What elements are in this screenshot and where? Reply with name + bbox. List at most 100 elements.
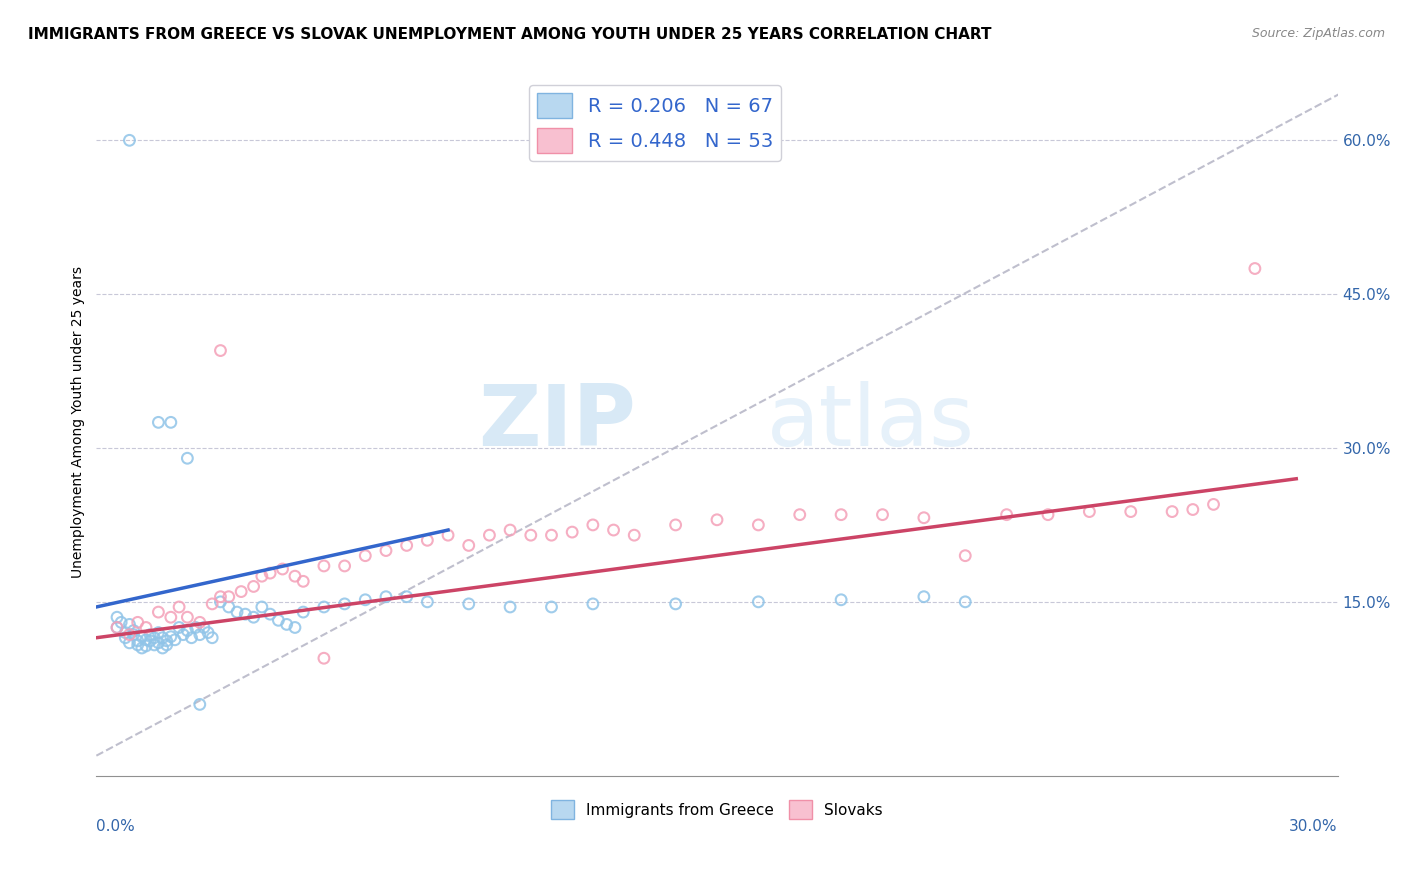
Point (118, 627, 141, 641)
Point (118, 617, 141, 632)
Point (105, 620, 128, 634)
Point (197, 625, 219, 640)
Point (188, 615, 211, 630)
Point (218, 599, 240, 614)
Point (312, 599, 335, 614)
Point (135, 639, 157, 653)
Point (830, 508, 852, 522)
Point (259, 566, 281, 581)
Point (602, 523, 624, 537)
Point (188, 627, 211, 641)
Point (176, 451, 198, 466)
Point (114, 625, 136, 640)
Point (201, 597, 224, 611)
Point (193, 620, 215, 634)
Point (148, 636, 170, 650)
Point (118, 133, 141, 147)
Point (1119, 505, 1142, 519)
Point (131, 630, 153, 644)
Point (333, 558, 356, 573)
Text: 0.0%: 0.0% (97, 819, 135, 834)
Point (209, 595, 232, 609)
Point (127, 633, 149, 648)
Point (139, 633, 162, 648)
Point (250, 599, 273, 614)
Point (375, 590, 398, 604)
Point (582, 517, 605, 532)
Point (665, 517, 688, 532)
Point (167, 620, 190, 634)
Point (995, 508, 1018, 522)
Point (114, 631, 136, 645)
Point (499, 523, 522, 537)
Point (830, 592, 852, 607)
Point (457, 597, 479, 611)
Point (148, 415, 170, 429)
Point (912, 590, 935, 604)
Point (789, 508, 811, 522)
Point (176, 624, 198, 638)
Point (118, 636, 141, 650)
Point (156, 633, 179, 648)
Point (188, 698, 211, 712)
Point (163, 632, 186, 647)
Point (1036, 508, 1059, 522)
Point (139, 627, 162, 641)
Point (1202, 497, 1225, 511)
Text: ZIP: ZIP (478, 381, 637, 464)
Text: IMMIGRANTS FROM GREECE VS SLOVAK UNEMPLOYMENT AMONG YOUTH UNDER 25 YEARS CORRELA: IMMIGRANTS FROM GREECE VS SLOVAK UNEMPLO… (28, 27, 991, 42)
Point (284, 620, 307, 634)
Point (665, 597, 688, 611)
Point (395, 590, 418, 604)
Legend: R = 0.206   N = 67, R = 0.448   N = 53: R = 0.206 N = 67, R = 0.448 N = 53 (529, 86, 780, 161)
Point (1181, 502, 1204, 516)
Point (1161, 505, 1184, 519)
Point (201, 631, 224, 645)
Point (127, 615, 149, 630)
Point (110, 615, 132, 630)
Point (416, 595, 439, 609)
Point (218, 590, 240, 604)
Point (242, 610, 264, 624)
Point (148, 625, 170, 640)
Point (122, 627, 145, 641)
Point (152, 631, 174, 645)
Point (143, 638, 166, 652)
Text: 30.0%: 30.0% (1289, 819, 1337, 834)
Point (955, 549, 977, 563)
Point (271, 562, 294, 576)
Point (312, 651, 335, 665)
Point (159, 610, 181, 624)
Point (912, 510, 935, 524)
Point (284, 569, 307, 583)
Point (457, 538, 479, 552)
Point (131, 640, 153, 655)
Point (375, 543, 398, 558)
Point (267, 613, 290, 627)
Point (276, 617, 298, 632)
Point (1078, 505, 1101, 519)
Point (540, 528, 562, 542)
Point (209, 590, 232, 604)
Point (231, 584, 253, 599)
Y-axis label: Unemployment Among Youth under 25 years: Unemployment Among Youth under 25 years (72, 267, 86, 578)
Point (156, 638, 179, 652)
Point (706, 513, 728, 527)
Point (242, 579, 264, 593)
Point (184, 620, 207, 634)
Point (172, 627, 194, 641)
Point (292, 605, 315, 619)
Point (105, 610, 128, 624)
Point (122, 624, 145, 638)
Point (250, 569, 273, 583)
Point (148, 605, 170, 619)
Point (292, 574, 315, 589)
Point (105, 620, 128, 634)
Text: atlas: atlas (766, 381, 974, 464)
Point (872, 508, 894, 522)
Point (180, 631, 202, 645)
Point (561, 525, 583, 540)
Point (478, 528, 501, 542)
Point (135, 632, 157, 647)
Text: Source: ZipAtlas.com: Source: ZipAtlas.com (1251, 27, 1385, 40)
